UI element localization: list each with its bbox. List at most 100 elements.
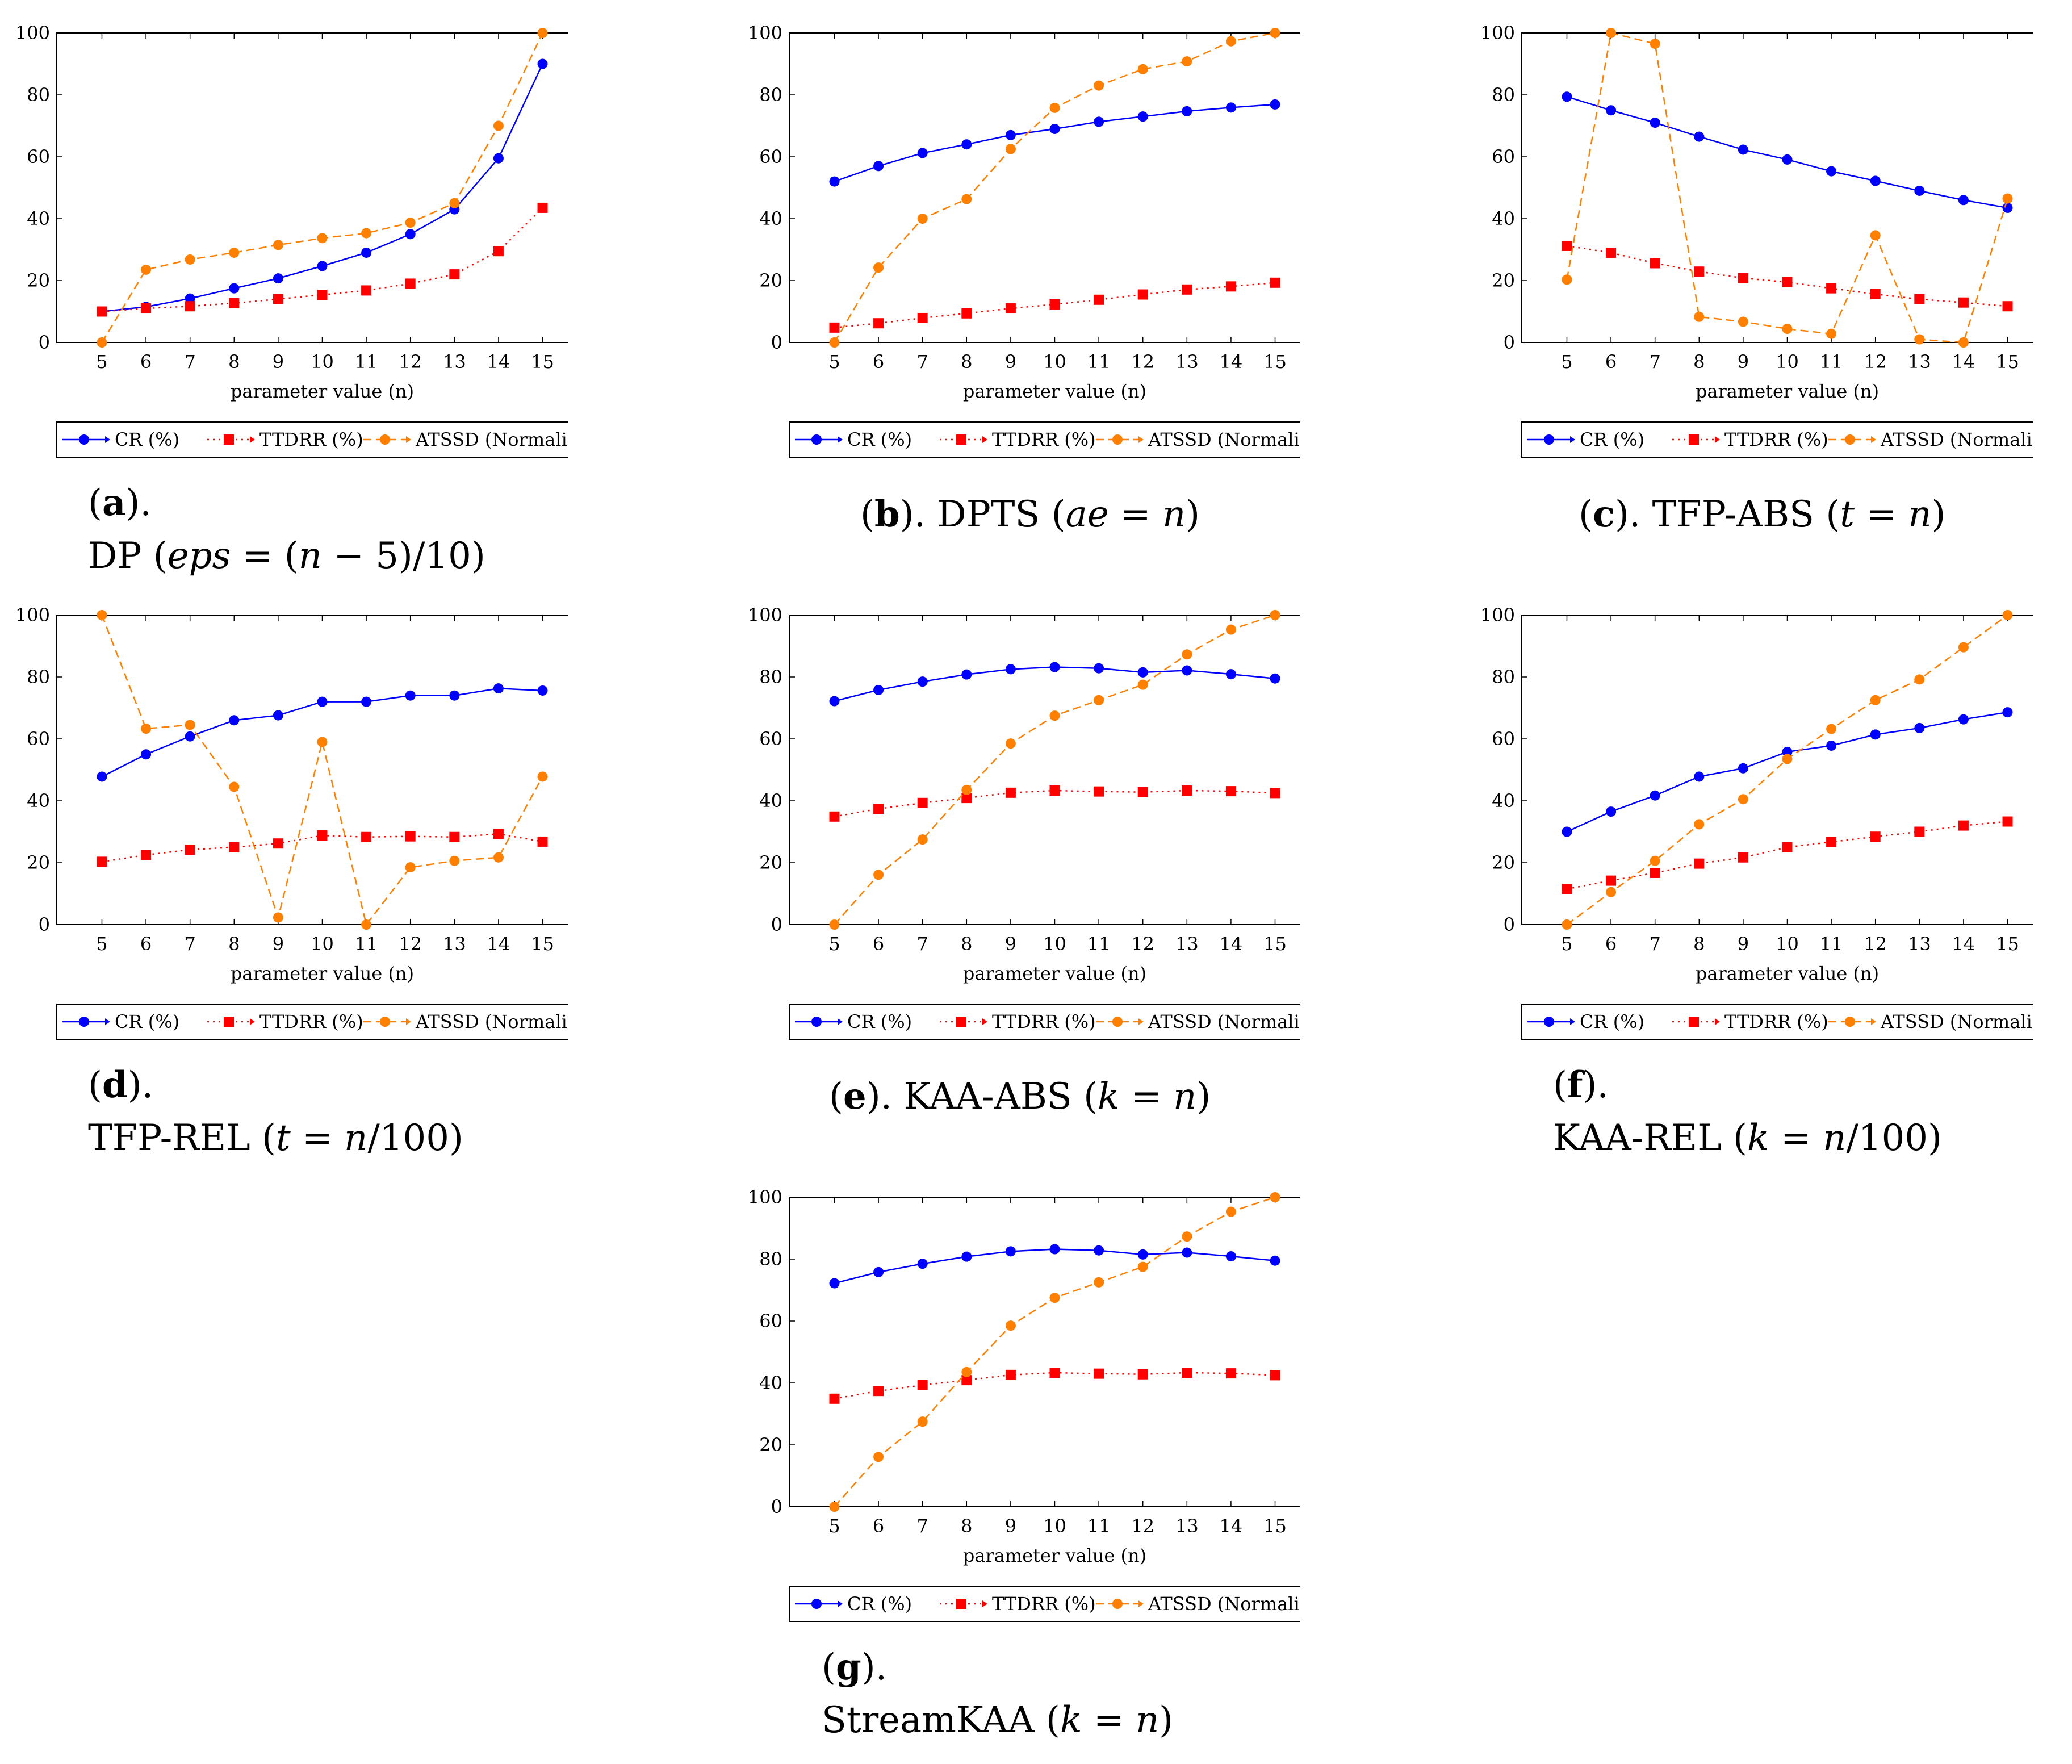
y-tick-label: 100	[15, 604, 50, 626]
data-point-ttdrr	[961, 793, 972, 804]
legend: CR (%) TTDRR (%) ATSSD (Normalized)	[56, 421, 568, 458]
data-point-atssd	[317, 737, 328, 747]
y-tick-label: 0	[39, 332, 50, 353]
data-point-atssd	[449, 855, 460, 866]
data-point-cr	[1650, 118, 1660, 128]
data-point-cr	[1270, 673, 1280, 684]
data-point-atssd	[141, 264, 152, 275]
data-point-atssd	[1270, 610, 1280, 620]
caption-e-letter: e	[843, 1075, 867, 1118]
y-tick-label: 80	[27, 666, 50, 688]
data-point-ttdrr	[1225, 281, 1236, 292]
data-point-atssd	[961, 194, 972, 204]
data-point-ttdrr	[537, 836, 548, 847]
data-point-ttdrr	[1826, 837, 1837, 847]
legend-arrow-ttdrr	[982, 1018, 987, 1025]
caption-f-letter: f	[1567, 1064, 1583, 1106]
x-tick-label: 7	[1650, 351, 1661, 373]
legend-marker-atssd	[1112, 1017, 1123, 1027]
data-point-atssd	[2002, 610, 2013, 620]
data-point-cr	[1958, 195, 1969, 206]
legend-marker-atssd	[1845, 1017, 1855, 1027]
data-point-cr	[97, 771, 107, 782]
data-point-cr	[1137, 667, 1148, 678]
y-tick-label: 20	[759, 270, 782, 291]
data-point-cr	[185, 731, 195, 742]
legend-box	[56, 1004, 568, 1040]
data-point-atssd	[1914, 674, 1925, 685]
x-tick-label: 15	[531, 351, 554, 373]
x-tick-label: 8	[961, 351, 972, 373]
data-point-cr	[961, 139, 972, 150]
data-point-ttdrr	[1137, 787, 1148, 797]
x-tick-label: 11	[1820, 933, 1843, 955]
series-atssd	[829, 1192, 1280, 1512]
legend-marker-ttdrr	[224, 1017, 234, 1027]
data-point-ttdrr	[1606, 247, 1617, 258]
legend-label-ttdrr: TTDRR (%)	[992, 1011, 1096, 1033]
x-tick-label: 7	[185, 351, 196, 373]
legend-label-ttdrr: TTDRR (%)	[1724, 1011, 1828, 1033]
data-point-cr	[1826, 166, 1837, 177]
x-tick-label: 11	[1087, 351, 1111, 373]
data-point-ttdrr	[1182, 1368, 1192, 1378]
x-tick-label: 11	[1087, 1515, 1111, 1537]
series-ttdrr	[97, 202, 548, 317]
plot-frame	[56, 615, 568, 925]
plot-frame	[789, 1197, 1300, 1507]
x-tick-label: 14	[1952, 933, 1975, 955]
series-ttdrr	[829, 785, 1280, 822]
legend-label-ttdrr: TTDRR (%)	[992, 1593, 1096, 1615]
legend-arrow-cr	[105, 1018, 110, 1025]
data-point-atssd	[1225, 624, 1236, 635]
y-tick-label: 100	[748, 604, 782, 626]
legend-marker-cr	[811, 434, 822, 445]
x-tick-label: 9	[1005, 933, 1016, 955]
chart-svg-c: 0 20 40 60 80 100 5 6 7 8 9 10 11 12 13 14 15 parameter v…	[1480, 22, 2033, 458]
x-tick-label: 14	[1220, 1515, 1243, 1537]
y-tick-label: 20	[1492, 270, 1515, 291]
legend-marker-cr	[79, 1017, 89, 1027]
legend-label-ttdrr: TTDRR (%)	[259, 429, 363, 450]
legend-marker-cr	[79, 434, 89, 445]
data-point-ttdrr	[829, 811, 840, 822]
data-point-cr	[1562, 826, 1572, 837]
chart-panel-a: 0 20 40 60 80 100 5 6 7 8 9 10 11 12 13 14 15 parameter v…	[0, 0, 568, 568]
data-point-atssd	[961, 1366, 972, 1377]
data-point-ttdrr	[97, 856, 107, 867]
data-point-cr	[1826, 740, 1837, 751]
x-tick-label: 5	[1561, 351, 1572, 373]
data-point-ttdrr	[1562, 240, 1572, 251]
data-point-atssd	[1137, 1261, 1148, 1272]
caption-c: (c). TFP-ABS (t = n)	[1579, 493, 1946, 536]
legend-arrow-ttdrr	[1715, 1018, 1720, 1025]
data-point-atssd	[1094, 1277, 1104, 1288]
data-point-ttdrr	[537, 202, 548, 213]
data-point-atssd	[1826, 724, 1837, 734]
data-point-atssd	[273, 240, 283, 250]
data-point-ttdrr	[1694, 266, 1705, 277]
data-point-atssd	[1270, 28, 1280, 38]
data-point-ttdrr	[493, 829, 504, 839]
data-point-ttdrr	[961, 1375, 972, 1386]
legend-box	[56, 421, 568, 458]
x-tick-label: 15	[1996, 351, 2019, 373]
data-point-ttdrr	[2002, 301, 2013, 312]
y-tick-label: 40	[27, 790, 50, 812]
y-tick-label: 60	[27, 146, 50, 168]
data-point-atssd	[1005, 1320, 1016, 1331]
series-line-cr	[834, 103, 1275, 182]
legend-marker-atssd	[380, 434, 390, 445]
data-point-ttdrr	[873, 804, 884, 814]
data-point-ttdrr	[1606, 875, 1617, 886]
x-tick-label: 6	[1605, 933, 1617, 955]
data-point-atssd	[1694, 311, 1705, 322]
data-point-cr	[1562, 91, 1572, 102]
y-tick-label: 0	[771, 914, 782, 935]
data-point-cr	[1225, 1251, 1236, 1262]
series-cr	[97, 683, 548, 782]
x-tick-label: 5	[96, 351, 107, 373]
data-point-ttdrr	[317, 290, 328, 300]
y-tick-label: 0	[771, 1496, 782, 1518]
chart-svg-f: 0 20 40 60 80 100 5 6 7 8 9 10 11 12 13 14 15 parameter v…	[1480, 604, 2033, 1040]
